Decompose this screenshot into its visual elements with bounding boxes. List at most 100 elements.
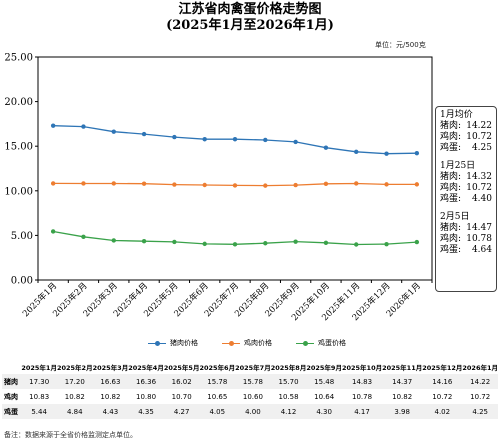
table-cell: 10.72	[470, 392, 491, 401]
summary-group: 1月均价 猪肉: 14.22 鸡肉: 10.72 鸡蛋: 4.25	[440, 110, 496, 154]
table-cell: 16.36	[135, 377, 157, 386]
summary-label: 鸡肉:	[440, 132, 462, 142]
table-header-cell: 2026年1月	[462, 363, 498, 372]
table-cell: 15.48	[314, 377, 335, 386]
y-tick-label: 0.00	[11, 276, 33, 287]
data-point	[293, 139, 298, 145]
table-cell: 14.83	[352, 377, 373, 386]
table-row: 猪肉 17.30 17.20 16.63 16.36 16.02 15.78 15.78 15.…	[2, 374, 498, 389]
data-point	[232, 183, 238, 188]
data-point	[81, 181, 86, 186]
summary-heading: 2月5日	[440, 212, 470, 222]
chart-title: 江苏省肉禽蛋价格走势图 (2025年1月至2026年1月)	[0, 2, 500, 34]
table-cell: 10.80	[135, 392, 157, 401]
data-point	[293, 239, 298, 244]
price-summary-box: 1月均价 猪肉: 14.22 鸡肉: 10.72 鸡蛋: 4.25 1月25日 猪肉: 14.32…	[435, 106, 497, 292]
table-cell: 4.12	[280, 407, 297, 416]
summary-value: 14.32	[466, 172, 492, 182]
summary-row: 鸡肉: 10.78	[440, 234, 496, 245]
table-row-label: 鸡蛋	[4, 407, 18, 416]
table-cell: 4.05	[209, 407, 226, 416]
table-header-cell: 2025年12月	[422, 363, 463, 372]
summary-row: 鸡蛋: 4.64	[440, 245, 496, 256]
legend-swatch	[222, 339, 240, 347]
table-cell: 4.17	[354, 407, 370, 416]
data-point	[50, 181, 56, 186]
data-point	[172, 134, 177, 140]
summary-value: 4.64	[471, 245, 492, 255]
summary-heading: 1月均价	[440, 110, 473, 120]
summary-value: 10.72	[466, 132, 492, 142]
table-header-cell: 2025年5月	[163, 363, 200, 372]
table-cell: 10.78	[352, 392, 373, 401]
table-row-label: 猪肉	[4, 377, 18, 386]
data-point	[202, 182, 207, 188]
data-point	[202, 137, 207, 142]
summary-label: 鸡肉:	[440, 234, 462, 244]
table-header-cell: 2025年3月	[92, 363, 129, 372]
data-point	[354, 181, 359, 186]
summary-label: 猪肉:	[440, 223, 462, 233]
summary-label: 鸡肉:	[440, 183, 462, 193]
summary-label: 鸡蛋:	[440, 245, 462, 255]
data-point	[323, 181, 329, 187]
table-cell: 4.35	[138, 407, 154, 416]
data-point	[172, 239, 177, 245]
legend-swatch	[296, 339, 314, 347]
legend-item: 猪肉价格	[148, 338, 198, 348]
data-point	[354, 242, 359, 247]
table-cell: 5.44	[31, 407, 47, 416]
summary-row: 鸡蛋: 4.25	[440, 143, 496, 154]
y-tick-label: 20.00	[4, 97, 33, 108]
summary-row: 鸡蛋: 4.40	[440, 194, 496, 205]
table-header-cell: 2025年9月	[306, 363, 342, 372]
table-cell: 15.78	[207, 377, 228, 386]
table-cell: 10.83	[29, 392, 50, 401]
footnote: 备注：数据来源于全省价格监测定点单位。	[4, 431, 137, 439]
table-cell: 10.70	[171, 392, 192, 401]
legend-label: 猪肉价格	[170, 339, 198, 347]
summary-label: 鸡蛋:	[440, 143, 462, 153]
table-cell: 10.82	[64, 392, 85, 401]
table-cell: 4.00	[245, 407, 261, 416]
table-header-row: 2025年1月 2025年2月 2025年3月 2025年4月 2025年5月 2025年…	[2, 359, 498, 374]
table-header-cell: 2025年11月	[382, 363, 423, 372]
summary-row: 鸡肉: 10.72	[440, 183, 496, 194]
summary-label: 猪肉:	[440, 172, 462, 182]
legend-item: 鸡肉价格	[222, 338, 272, 348]
summary-row: 猪肉: 14.32	[440, 172, 496, 183]
price-line-chart: 0.005.0010.0015.0020.0025.002025年1月2025年…	[4, 53, 433, 323]
table-row: 鸡蛋 5.44 4.84 4.43 4.35 4.27 4.05 4.00 4.12 4.30 4.…	[2, 404, 498, 419]
table-cell: 3.98	[394, 407, 410, 416]
summary-label: 鸡蛋:	[440, 194, 462, 204]
y-tick-label: 25.00	[4, 53, 33, 64]
data-point	[263, 137, 268, 143]
table-cell: 10.72	[432, 392, 453, 401]
chart-title-line2: (2025年1月至2026年1月)	[166, 18, 334, 33]
summary-group: 1月25日 猪肉: 14.32 鸡肉: 10.72 鸡蛋: 4.40	[440, 161, 496, 205]
table-cell: 16.02	[171, 377, 192, 386]
table-row: 鸡肉 10.83 10.82 10.82 10.80 10.70 10.65 10.60 10.…	[2, 389, 498, 404]
summary-value: 10.78	[466, 234, 492, 244]
table-cell: 4.84	[66, 407, 83, 416]
data-point	[50, 229, 56, 234]
summary-value: 10.72	[466, 183, 492, 193]
summary-row: 猪肉: 14.22	[440, 121, 496, 132]
legend-item: 鸡蛋价格	[296, 338, 346, 348]
table-header-cell: 2025年4月	[128, 363, 164, 372]
table-cell: 4.30	[316, 407, 332, 416]
summary-heading: 1月25日	[440, 161, 476, 171]
summary-label: 猪肉:	[440, 121, 462, 131]
data-point	[414, 239, 420, 245]
data-point	[384, 182, 389, 187]
data-point	[232, 137, 238, 142]
legend-label: 鸡肉价格	[244, 339, 272, 347]
data-point	[354, 149, 359, 155]
data-point	[81, 234, 86, 240]
table-cell: 10.58	[278, 392, 299, 401]
summary-group: 2月5日 猪肉: 14.47 鸡肉: 10.78 鸡蛋: 4.64	[440, 212, 496, 256]
data-point	[111, 238, 116, 243]
data-point	[172, 182, 177, 187]
data-point	[323, 145, 329, 150]
table-cell: 17.30	[29, 377, 50, 386]
